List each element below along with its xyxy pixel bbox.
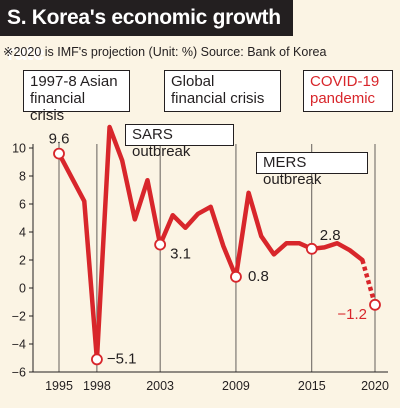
data-point-label: −5.1 bbox=[107, 350, 137, 367]
sars-label: SARS outbreak bbox=[132, 126, 191, 160]
y-tick-label: 0 bbox=[19, 282, 26, 296]
data-point-marker bbox=[230, 270, 242, 283]
covid-line2: pandemic bbox=[310, 90, 376, 107]
y-tick-label: 10 bbox=[12, 142, 26, 156]
chart-subtitle: ※2020 is IMF's projection (Unit: %) Sour… bbox=[3, 45, 327, 59]
y-tick-label: 4 bbox=[19, 226, 26, 240]
global-crisis-annotation: Global financial crisis bbox=[164, 70, 281, 112]
global-crisis-line1: Global bbox=[171, 73, 215, 90]
data-point-label: 3.1 bbox=[170, 246, 191, 263]
data-point-label: −1.2 bbox=[337, 306, 367, 323]
asian-crisis-line2: financial crisis bbox=[30, 90, 86, 124]
y-tick-label: −2 bbox=[12, 310, 26, 324]
data-point-marker bbox=[53, 147, 65, 160]
data-point-marker bbox=[154, 238, 167, 251]
x-tick-label: 2009 bbox=[222, 379, 250, 393]
chart-title: S. Korea's economic growth rate bbox=[0, 0, 293, 65]
mers-label: MERS outbreak bbox=[263, 154, 322, 188]
y-tick-label: −4 bbox=[12, 338, 26, 352]
global-crisis-line2: financial crisis bbox=[171, 90, 265, 107]
growth-line-projected bbox=[360, 259, 378, 306]
data-point-label: 9.6 bbox=[49, 131, 70, 148]
y-tick-label: 2 bbox=[19, 254, 26, 268]
data-point-label: 2.8 bbox=[320, 227, 341, 244]
mers-annotation: MERS outbreak bbox=[256, 152, 368, 188]
data-point-marker bbox=[305, 242, 318, 255]
sars-annotation: SARS outbreak bbox=[125, 124, 234, 160]
x-tick-label: 2015 bbox=[298, 379, 326, 393]
covid-line1: COVID-19 bbox=[310, 73, 380, 90]
x-tick-label: 2020 bbox=[361, 379, 389, 393]
data-point-label: 0.8 bbox=[248, 268, 269, 285]
x-tick-label: 1995 bbox=[45, 379, 73, 393]
asian-crisis-annotation: 1997-8 Asian financial crisis bbox=[23, 70, 130, 124]
x-tick-label: 1998 bbox=[83, 379, 111, 393]
y-tick-label: 6 bbox=[19, 198, 26, 212]
data-point-marker bbox=[91, 353, 103, 366]
data-point-marker bbox=[369, 298, 381, 311]
y-tick-label: −6 bbox=[12, 366, 26, 380]
y-tick-label: 8 bbox=[19, 170, 26, 184]
x-tick-label: 2003 bbox=[146, 379, 174, 393]
asian-crisis-line1: 1997-8 Asian bbox=[30, 73, 118, 90]
covid-annotation: COVID-19 pandemic bbox=[303, 70, 393, 112]
